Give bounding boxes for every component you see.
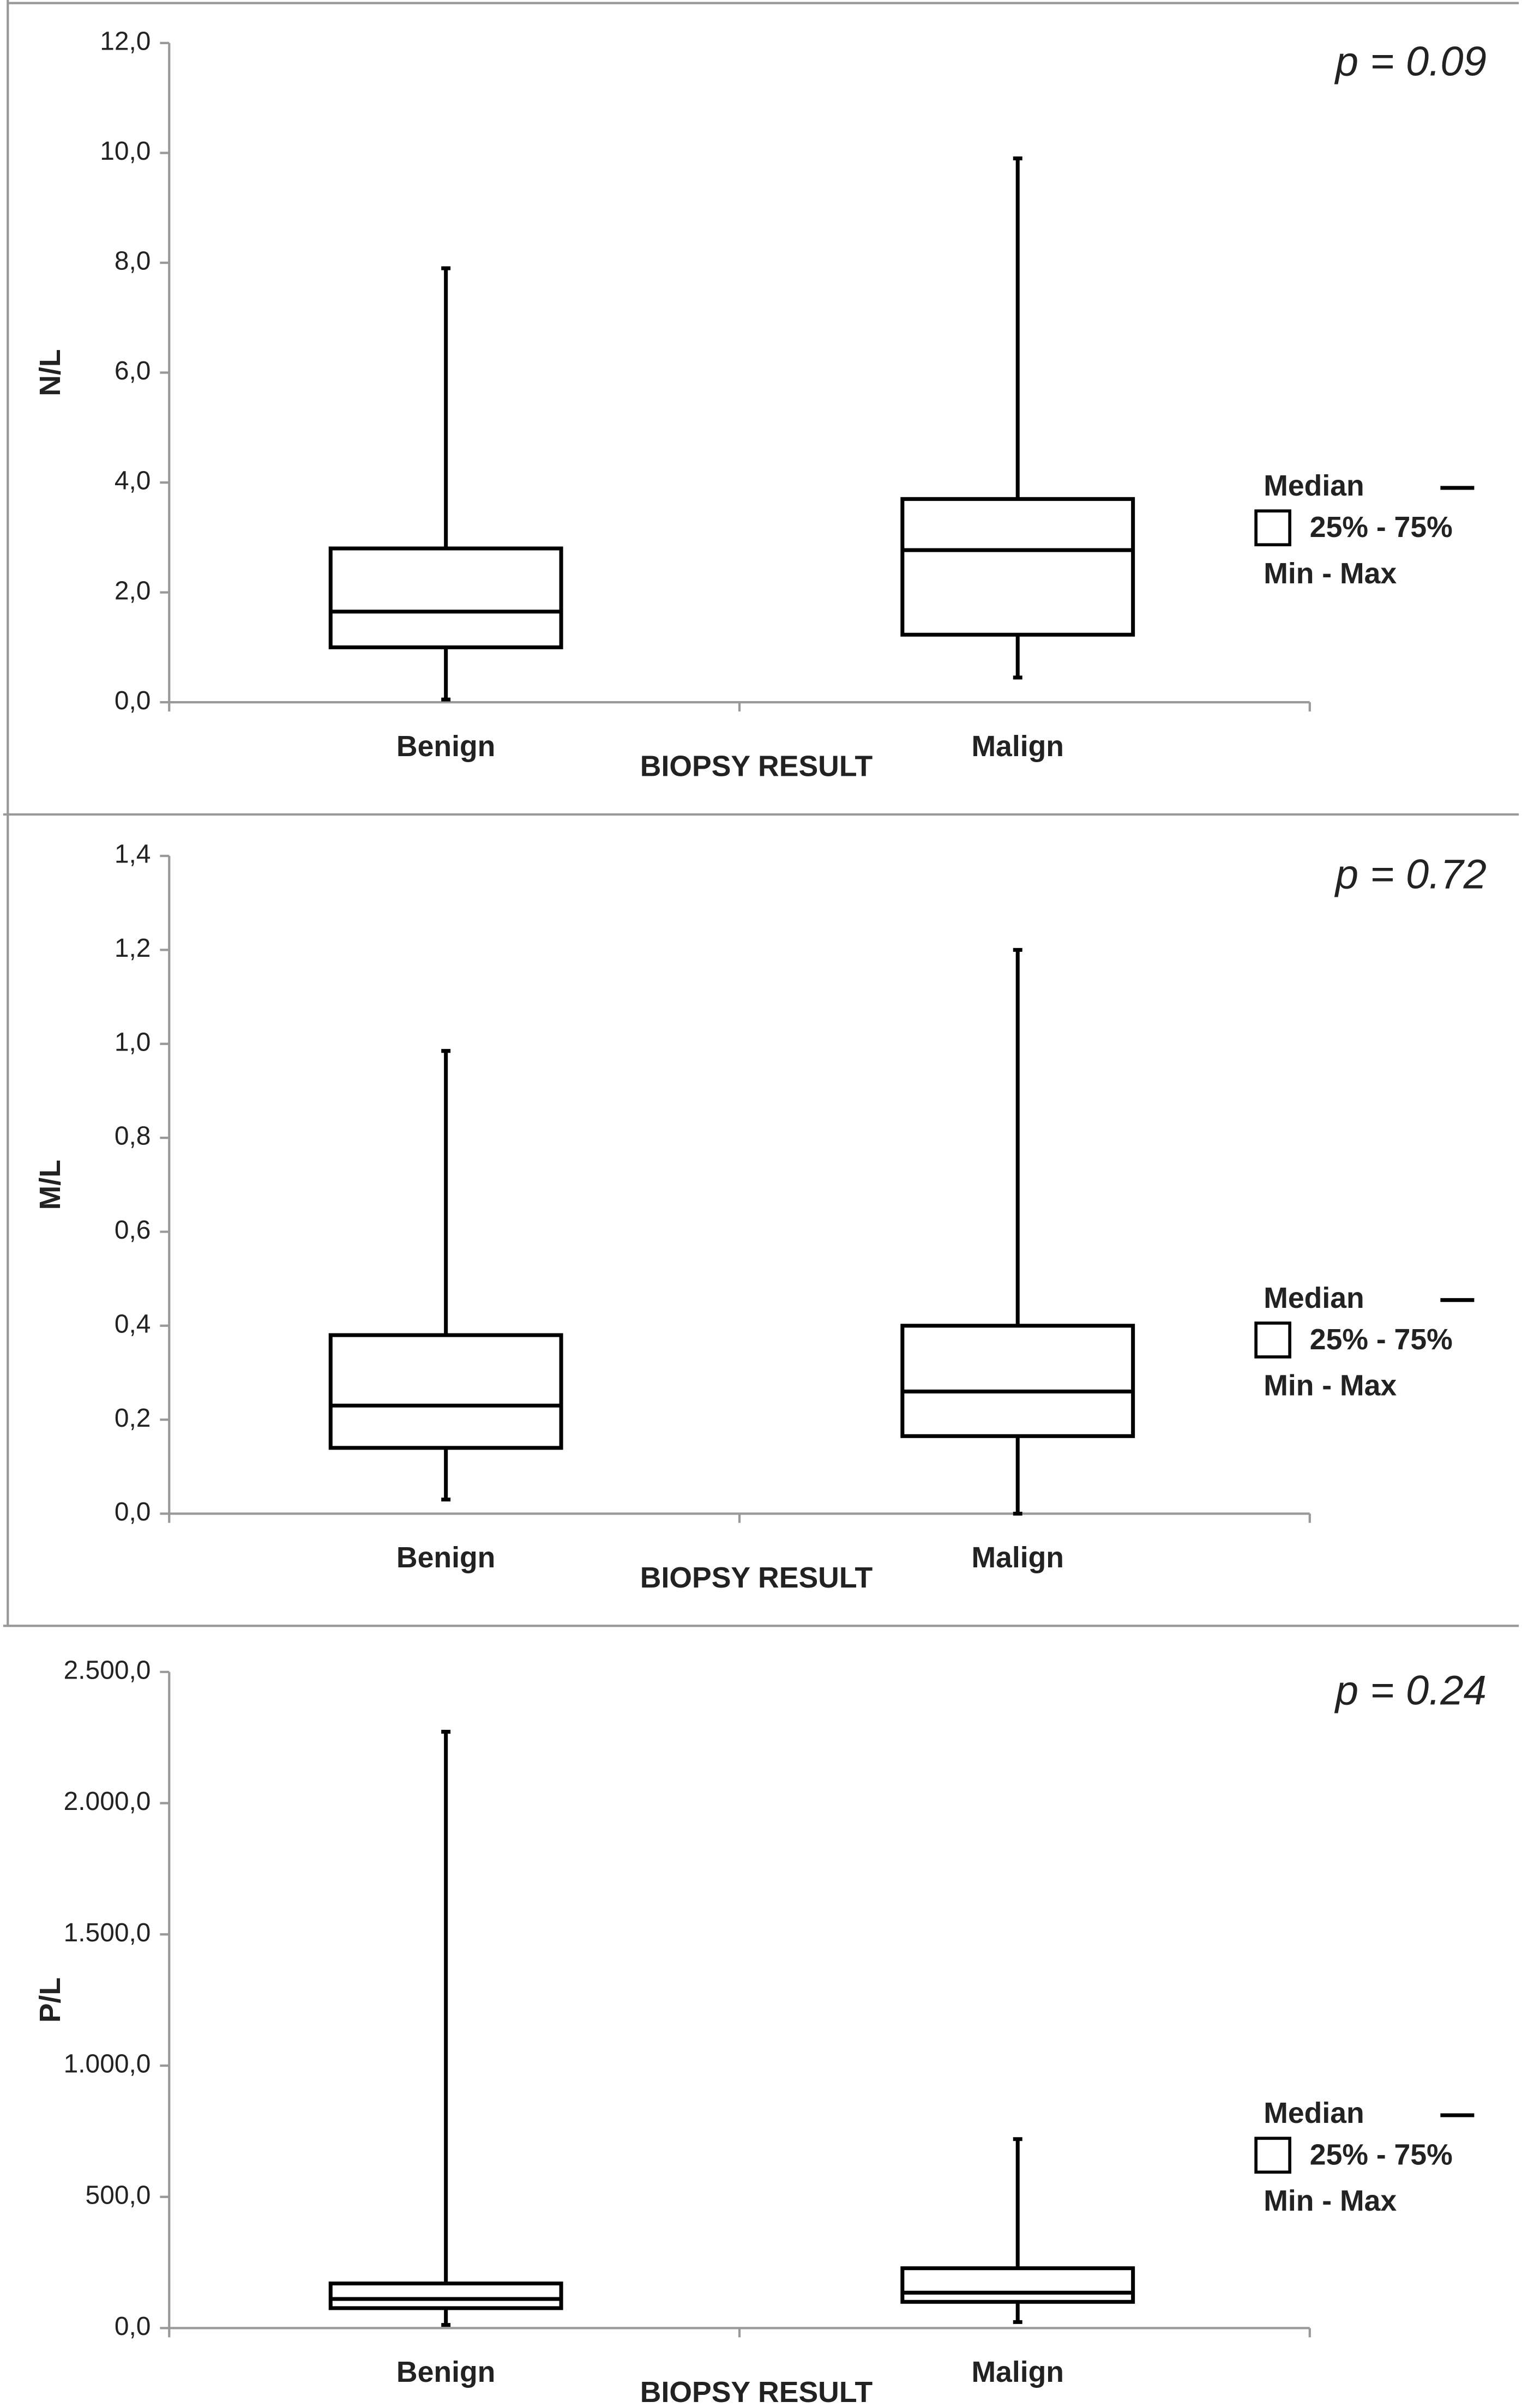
category-label: Malign [971,1542,1064,1574]
y-tick-label: 0,0 [115,2312,151,2341]
box [900,1324,1135,1438]
x-axis-title: BIOPSY RESULT [640,1562,873,1594]
y-tick-label: 8,0 [115,247,151,276]
y-tick-label: 10,0 [100,137,151,166]
category-label: Benign [396,731,495,763]
box [900,2266,1135,2304]
y-tick-label: 0,8 [115,1122,151,1151]
y-tick-label: 500,0 [86,2181,151,2210]
y-tick-label: 1.000,0 [64,2050,151,2079]
y-tick-label: 2,0 [115,576,151,605]
y-tick-label: 0,0 [115,1498,151,1526]
annotation: p = 0.24 [1334,1667,1487,1713]
y-tick-label: 2.500,0 [64,1656,151,1685]
legend-label: 25% - 75% [1310,2139,1453,2171]
legend-box [1254,1321,1291,1359]
category-label: Benign [396,2356,495,2388]
legend-label: Median [1264,470,1364,502]
box [328,546,563,649]
y-tick-label: 0,0 [115,686,151,715]
legend-label: Median [1264,2097,1364,2129]
annotation: p = 0.09 [1334,38,1487,85]
box [900,497,1135,637]
legend-label: Min - Max [1264,558,1397,590]
annotation: p = 0.72 [1334,852,1487,898]
category-label: Malign [971,2356,1064,2388]
legend-label: Min - Max [1264,1369,1397,1402]
legend-box [1254,2137,1291,2174]
y-tick-label: 1,0 [115,1028,151,1057]
legend-label: Min - Max [1264,2185,1397,2217]
box [328,1333,563,1450]
y-tick-label: 2.000,0 [64,1787,151,1816]
y-tick-label: 1,4 [115,840,151,869]
y-tick-label: 4,0 [115,467,151,496]
y-axis-title: N/L [34,349,67,396]
legend-label: Median [1264,1282,1364,1314]
y-tick-label: 6,0 [115,357,151,385]
category-label: Malign [971,731,1064,763]
y-tick-label: 0,2 [115,1404,151,1433]
y-axis-title: M/L [34,1160,67,1210]
box [328,2282,563,2310]
y-tick-label: 1,2 [115,934,151,963]
legend-label: 25% - 75% [1310,1324,1453,1356]
y-tick-label: 0,6 [115,1216,151,1245]
category-label: Benign [396,1542,495,1574]
legend-box [1254,509,1291,547]
y-axis-title: P/L [34,1977,67,2023]
x-axis-title: BIOPSY RESULT [640,2376,873,2408]
legend-label: 25% - 75% [1310,511,1453,544]
y-tick-label: 1.500,0 [64,1918,151,1947]
x-axis-title: BIOPSY RESULT [640,751,873,783]
y-tick-label: 12,0 [100,27,151,56]
y-tick-label: 0,4 [115,1309,151,1338]
